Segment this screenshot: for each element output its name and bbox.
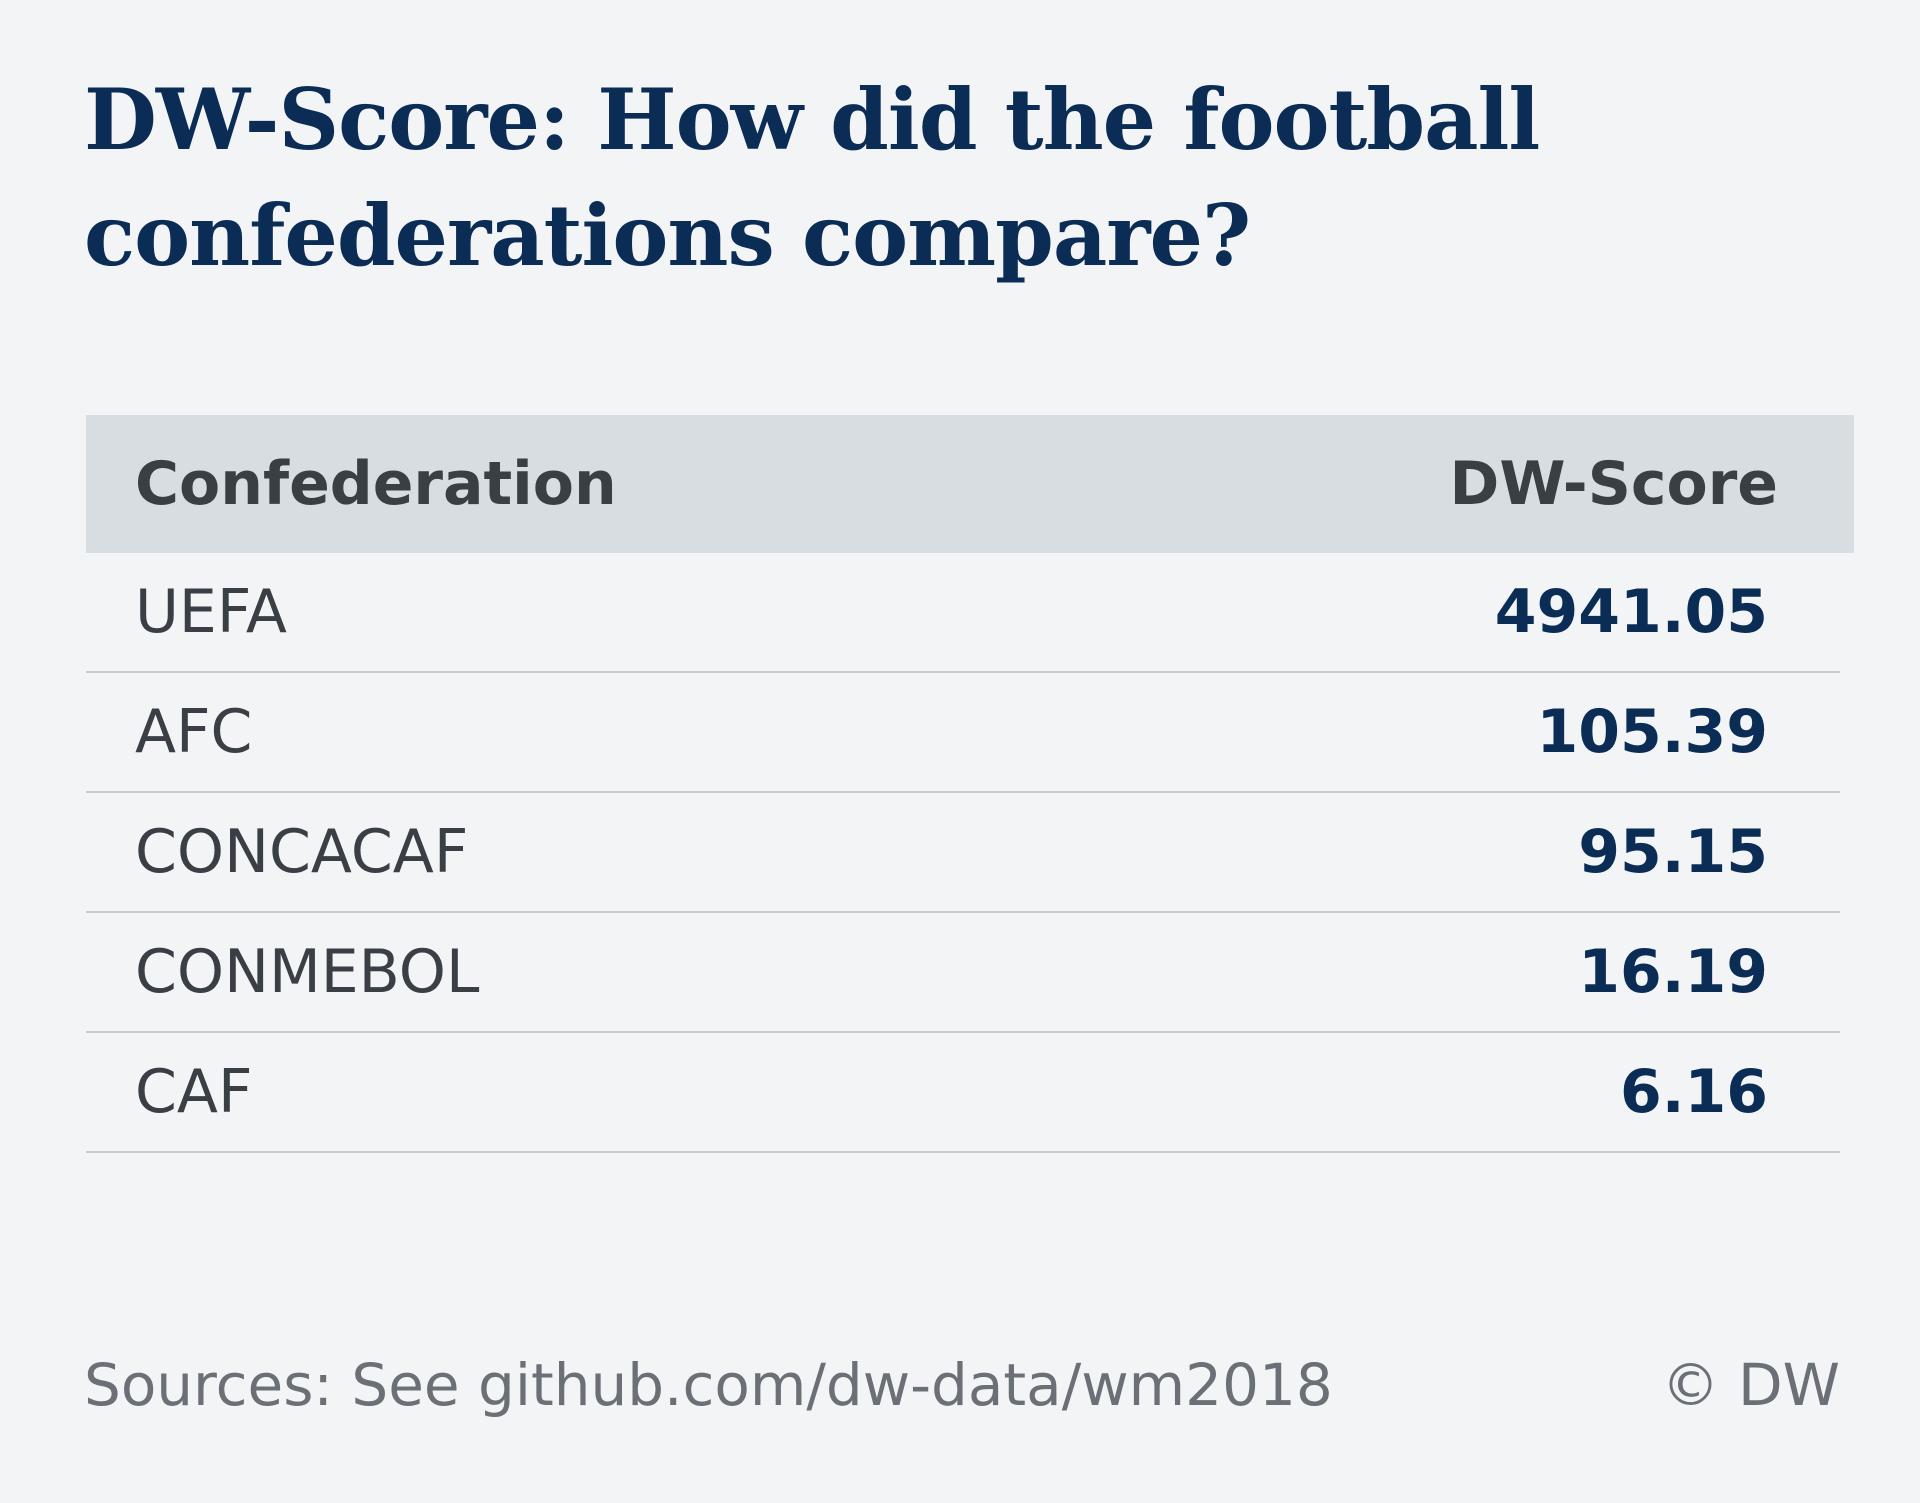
score-table: Confederation DW-Score UEFA 4941.05 AFC … <box>86 415 1854 1153</box>
table-body: UEFA 4941.05 AFC 105.39 CONCACAF 95.15 C… <box>86 553 1840 1153</box>
table-row: CONCACAF 95.15 <box>86 793 1840 913</box>
footer: Sources: See github.com/dw-data/wm2018 ©… <box>84 1340 1840 1430</box>
dw-score-value: 95.15 <box>1578 817 1768 887</box>
confederation-name: CAF <box>135 1057 253 1127</box>
copyright-note: © DW <box>1661 1351 1840 1419</box>
confederation-name: CONCACAF <box>135 817 469 887</box>
confederation-name: CONMEBOL <box>135 937 480 1007</box>
table-row: CONMEBOL 16.19 <box>86 913 1840 1033</box>
chart-title: DW-Score: How did the football confedera… <box>84 70 1540 285</box>
dw-score-value: 16.19 <box>1578 937 1768 1007</box>
table-row: CAF 6.16 <box>86 1033 1840 1153</box>
table-header: Confederation DW-Score <box>86 415 1854 553</box>
table-row: AFC 105.39 <box>86 673 1840 793</box>
column-header-confederation: Confederation <box>135 449 617 519</box>
dw-score-value: 105.39 <box>1536 697 1768 767</box>
dw-score-value: 6.16 <box>1619 1057 1768 1127</box>
column-header-dw-score: DW-Score <box>1449 449 1778 519</box>
dw-score-value: 4941.05 <box>1494 577 1768 647</box>
confederation-name: UEFA <box>135 577 287 647</box>
source-note: Sources: See github.com/dw-data/wm2018 <box>84 1351 1333 1419</box>
confederation-name: AFC <box>135 697 253 767</box>
table-row: UEFA 4941.05 <box>86 553 1840 673</box>
